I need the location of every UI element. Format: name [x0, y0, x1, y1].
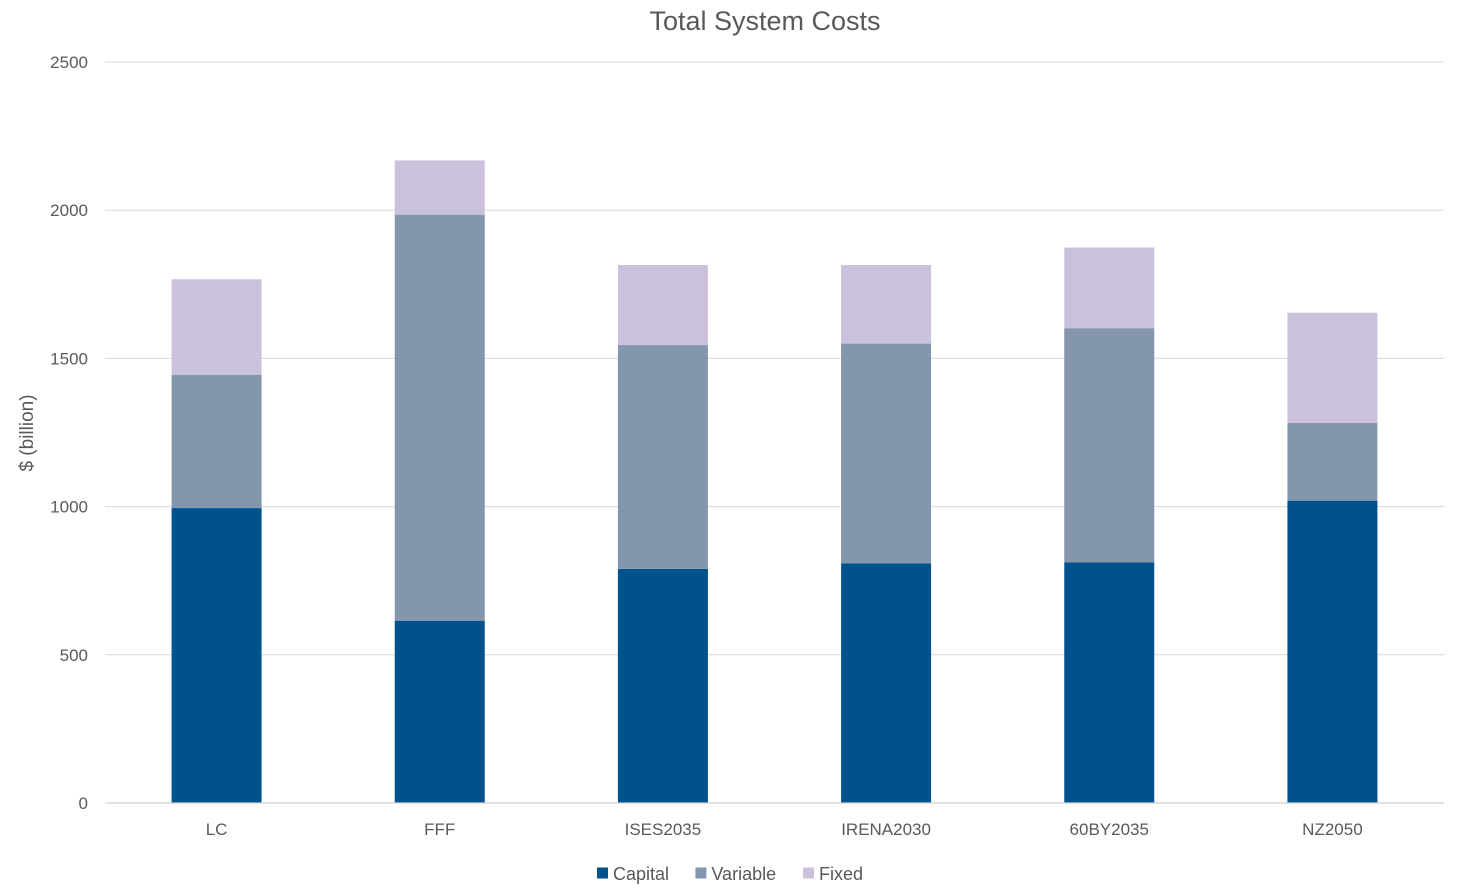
x-category-label: 60BY2035 — [1070, 820, 1149, 839]
y-tick-label: 2500 — [50, 53, 88, 72]
y-axis-ticks: 0 500 1000 1500 2000 2500 — [50, 53, 88, 813]
bar-capital-fff — [394, 620, 485, 803]
bar-capital-60by2035 — [1064, 562, 1155, 803]
bar-capital-lc — [171, 508, 262, 803]
bar-capital-irena2030 — [841, 563, 932, 803]
bar-fixed-ises2035 — [617, 265, 708, 346]
legend: Capital Variable Fixed — [597, 864, 863, 884]
y-axis-label: $ (billion) — [17, 394, 38, 471]
legend-swatch-variable — [695, 867, 707, 879]
legend-label-fixed: Fixed — [819, 864, 863, 884]
bar-variable-60by2035 — [1064, 328, 1155, 563]
x-category-label: ISES2035 — [625, 820, 702, 839]
bar-fixed-fff — [394, 160, 485, 215]
bar-variable-nz2050 — [1287, 423, 1378, 501]
bar-fixed-irena2030 — [841, 265, 932, 344]
bar-fixed-nz2050 — [1287, 312, 1378, 424]
legend-swatch-fixed — [803, 867, 814, 879]
legend-swatch-capital — [597, 867, 608, 879]
x-category-label: FFF — [424, 820, 455, 839]
bar-variable-fff — [394, 214, 485, 621]
y-tick-label: 1000 — [50, 498, 88, 517]
y-tick-label: 1500 — [50, 349, 88, 368]
x-axis-categories: LC FFF ISES2035 IRENA2030 60BY2035 NZ2050 — [206, 820, 1363, 839]
gridlines — [105, 61, 1444, 656]
y-tick-label: 2000 — [50, 201, 88, 220]
bar-variable-ises2035 — [617, 345, 708, 569]
legend-label-capital: Capital — [613, 864, 669, 884]
bar-fixed-lc — [171, 279, 262, 375]
bar-variable-lc — [171, 374, 262, 509]
bar-variable-irena2030 — [841, 343, 932, 564]
x-category-label: LC — [206, 820, 228, 839]
bars — [171, 160, 1378, 803]
chart-title: Total System Costs — [649, 6, 880, 36]
bar-fixed-60by2035 — [1064, 247, 1155, 329]
x-category-label: IRENA2030 — [841, 820, 931, 839]
x-category-label: NZ2050 — [1302, 820, 1362, 839]
y-tick-label: 0 — [79, 794, 88, 813]
bar-capital-nz2050 — [1287, 500, 1378, 803]
y-tick-label: 500 — [60, 646, 88, 665]
bar-capital-ises2035 — [617, 568, 708, 803]
legend-label-variable: Variable — [711, 864, 776, 884]
